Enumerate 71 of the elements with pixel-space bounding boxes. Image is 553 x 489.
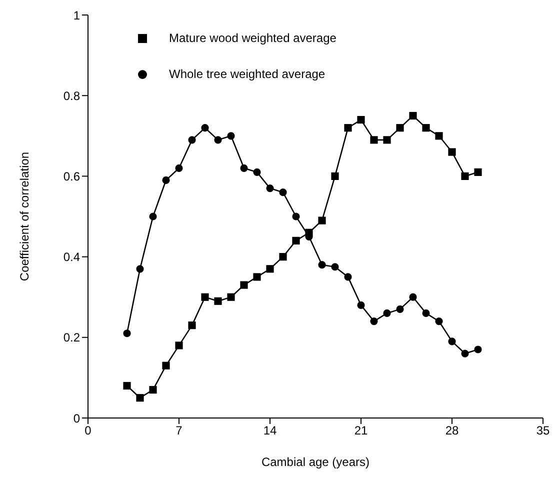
point (188, 136, 196, 144)
point (396, 305, 404, 313)
point (266, 265, 274, 273)
point (149, 386, 157, 394)
point (448, 148, 456, 156)
point (201, 293, 209, 301)
point (409, 293, 417, 301)
point (461, 350, 469, 358)
y-tick-label: 0.8 (63, 88, 80, 103)
point (279, 188, 287, 196)
point (318, 261, 326, 269)
point (266, 184, 274, 192)
point (162, 176, 170, 184)
point (253, 168, 261, 176)
point (357, 116, 365, 124)
legend-label: Mature wood weighted average (169, 31, 336, 45)
point (474, 346, 482, 354)
point (474, 168, 482, 176)
point (240, 164, 248, 172)
point (435, 132, 443, 140)
x-tick-label: 28 (445, 424, 459, 438)
point (318, 216, 326, 224)
point (409, 112, 417, 120)
point (461, 172, 469, 180)
point (149, 212, 157, 220)
point (344, 273, 352, 281)
y-tick-label: 0.4 (63, 250, 80, 264)
y-tick-label: 0.2 (63, 330, 80, 345)
point (123, 382, 131, 390)
y-tick-label: 1 (73, 8, 80, 22)
point (292, 212, 300, 220)
point (240, 281, 248, 289)
point (175, 164, 183, 172)
x-tick-label: 0 (84, 424, 92, 438)
point (370, 136, 378, 144)
y-tick-label: 0.6 (63, 169, 80, 184)
x-tick-label: 21 (354, 424, 368, 438)
point (331, 172, 339, 180)
point (448, 338, 456, 346)
point (435, 317, 443, 326)
point (136, 394, 144, 402)
point (331, 263, 339, 271)
point (396, 124, 404, 132)
y-tick-label: 0 (73, 411, 80, 426)
point (253, 273, 261, 281)
point (188, 322, 196, 330)
x-tick-label: 35 (536, 424, 550, 438)
x-tick-label: 7 (176, 424, 183, 438)
y-axis-title: Coefficient of correlation (17, 152, 32, 282)
point (227, 132, 235, 140)
point (175, 342, 183, 350)
point (305, 228, 313, 236)
x-axis-title: Cambial age (years) (261, 455, 370, 469)
x-tick-label: 14 (263, 424, 277, 438)
point (422, 309, 430, 318)
point (214, 297, 222, 305)
point (292, 236, 300, 244)
point (227, 293, 235, 301)
point (123, 330, 131, 338)
point (383, 309, 391, 318)
point (279, 253, 287, 261)
point (422, 124, 430, 132)
point (383, 136, 391, 144)
point (214, 136, 222, 144)
point (201, 124, 209, 132)
point (370, 317, 378, 326)
legend-label: Whole tree weighted average (169, 67, 326, 81)
point (357, 301, 365, 309)
point (136, 265, 144, 273)
point (162, 362, 170, 370)
point (344, 124, 352, 132)
